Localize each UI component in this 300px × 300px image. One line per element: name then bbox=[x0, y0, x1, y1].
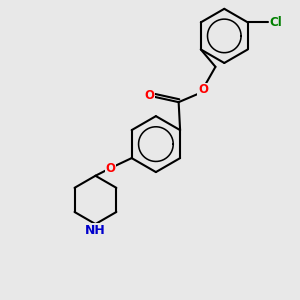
Text: O: O bbox=[198, 83, 208, 96]
Text: Cl: Cl bbox=[269, 16, 282, 29]
Text: O: O bbox=[144, 89, 154, 102]
Text: NH: NH bbox=[85, 224, 106, 237]
Text: O: O bbox=[105, 163, 115, 176]
